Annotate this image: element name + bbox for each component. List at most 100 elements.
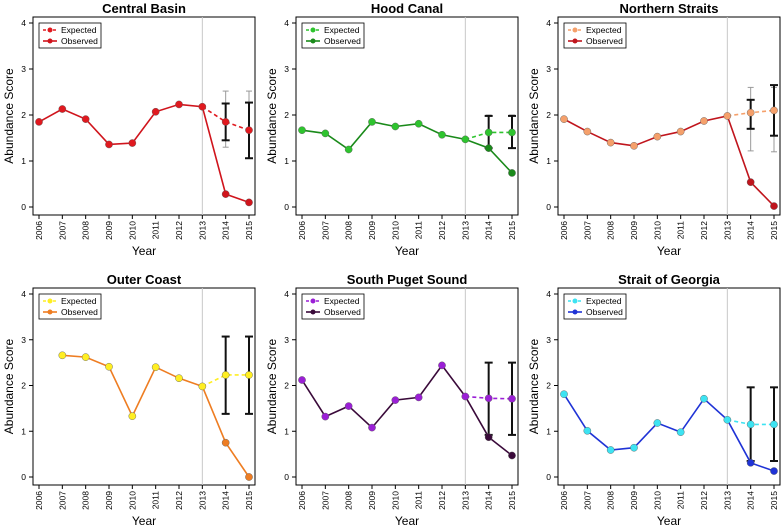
x-axis-label: Year (395, 514, 419, 526)
observed-point (508, 451, 516, 460)
observed-point (438, 130, 446, 139)
observed-point (321, 129, 330, 138)
x-tick-label: 2014 (221, 221, 231, 240)
legend-observed-label: Observed (61, 36, 98, 46)
x-axis-label: Year (657, 514, 681, 526)
legend-observed-marker (47, 309, 53, 315)
panel-title: Strait of Georgia (618, 272, 721, 287)
y-axis-label: Abundance Score (265, 338, 279, 434)
x-tick-label: 2014 (484, 221, 494, 240)
y-tick-label: 4 (284, 18, 289, 28)
chart-panel-4: Outer Coast 0 1 2 3 4 2006 2007 2008 2009 2010 2011… (2, 272, 256, 528)
observed-point (484, 433, 493, 441)
observed-point (676, 428, 685, 436)
observed-point (198, 102, 207, 111)
legend-expected-marker (47, 27, 53, 33)
legend-observed-marker (47, 38, 53, 44)
chart-panel-3: Northern Straits 0 1 2 3 4 2006 2007 2008 2009 201… (527, 1, 781, 258)
x-tick-label: 2012 (437, 491, 447, 510)
y-tick-label: 4 (284, 289, 289, 299)
observed-point (676, 127, 685, 136)
legend-expected-label: Expected (586, 296, 622, 306)
observed-point (344, 145, 353, 154)
x-tick-label: 2006 (34, 491, 44, 510)
y-tick-label: 1 (284, 426, 289, 436)
expected-point (508, 394, 516, 403)
y-tick-label: 0 (284, 202, 289, 212)
legend-observed-marker (572, 38, 578, 44)
y-tick-label: 2 (546, 381, 551, 391)
observed-point (770, 467, 778, 475)
legend-box (563, 293, 627, 320)
expected-point (770, 106, 778, 115)
y-tick-label: 1 (546, 156, 551, 166)
observed-point (461, 135, 470, 144)
observed-point (583, 426, 592, 435)
x-tick-label: 2008 (344, 491, 354, 510)
observed-point (414, 393, 423, 402)
x-tick-label: 2008 (81, 221, 91, 240)
chart-panel-1: Central Basin 0 1 2 3 4 2006 2007 2008 2009 2010 20… (2, 1, 256, 258)
x-tick-label: 2008 (606, 221, 616, 240)
y-axis-label: Abundance Score (2, 338, 16, 434)
plot-frame (295, 16, 519, 216)
x-tick-label: 2013 (722, 491, 732, 510)
expected-line (201, 374, 249, 388)
y-axis-label: Abundance Score (527, 68, 541, 164)
y-tick-label: 3 (284, 64, 289, 74)
observed-line (301, 364, 513, 457)
observed-point (770, 202, 778, 210)
legend-observed-marker (310, 38, 316, 44)
x-tick-label: 2006 (297, 491, 307, 510)
x-axis-label: Year (395, 244, 419, 258)
observed-line (563, 114, 775, 207)
observed-point (58, 351, 67, 360)
panel-title: Hood Canal (371, 1, 443, 16)
x-tick-label: 2015 (507, 221, 517, 240)
observed-point (653, 132, 662, 141)
observed-point (151, 107, 160, 116)
y-tick-label: 2 (284, 110, 289, 120)
observed-point (128, 412, 137, 420)
y-tick-label: 3 (546, 335, 551, 345)
x-tick-label: 2011 (414, 221, 424, 240)
x-tick-label: 2008 (606, 491, 616, 510)
x-tick-label: 2007 (320, 491, 330, 510)
x-tick-label: 2013 (460, 221, 470, 240)
plot-frame (295, 287, 519, 486)
x-tick-label: 2007 (57, 491, 67, 510)
observed-point (414, 119, 423, 128)
observed-point (35, 118, 43, 126)
x-tick-label: 2011 (151, 221, 161, 240)
observed-point (368, 423, 376, 432)
legend-expected-label: Expected (586, 25, 622, 35)
observed-point (484, 144, 493, 152)
legend-box (301, 22, 365, 49)
x-tick-label: 2007 (582, 491, 592, 510)
plot-frame (32, 287, 256, 486)
observed-point (391, 122, 400, 131)
y-tick-label: 1 (284, 156, 289, 166)
x-tick-label: 2015 (244, 491, 254, 510)
legend-box (38, 293, 102, 320)
x-tick-label: 2009 (104, 491, 114, 510)
observed-point (723, 112, 732, 120)
legend-box (563, 22, 627, 49)
x-tick-label: 2007 (57, 221, 67, 240)
y-tick-label: 3 (21, 64, 26, 74)
legend-expected-label: Expected (324, 25, 360, 35)
y-axis-label: Abundance Score (527, 338, 541, 434)
y-tick-label: 2 (21, 110, 26, 120)
expected-point (746, 108, 755, 117)
x-tick-label: 2014 (221, 491, 231, 510)
expected-point (770, 420, 778, 429)
observed-point (128, 139, 137, 147)
panel-title: Northern Straits (620, 1, 719, 16)
observed-line (38, 103, 250, 204)
x-tick-label: 2013 (460, 491, 470, 510)
panel-title: South Puget Sound (347, 272, 468, 287)
x-tick-label: 2014 (746, 221, 756, 240)
x-tick-label: 2010 (127, 491, 137, 510)
x-tick-label: 2008 (81, 491, 91, 510)
